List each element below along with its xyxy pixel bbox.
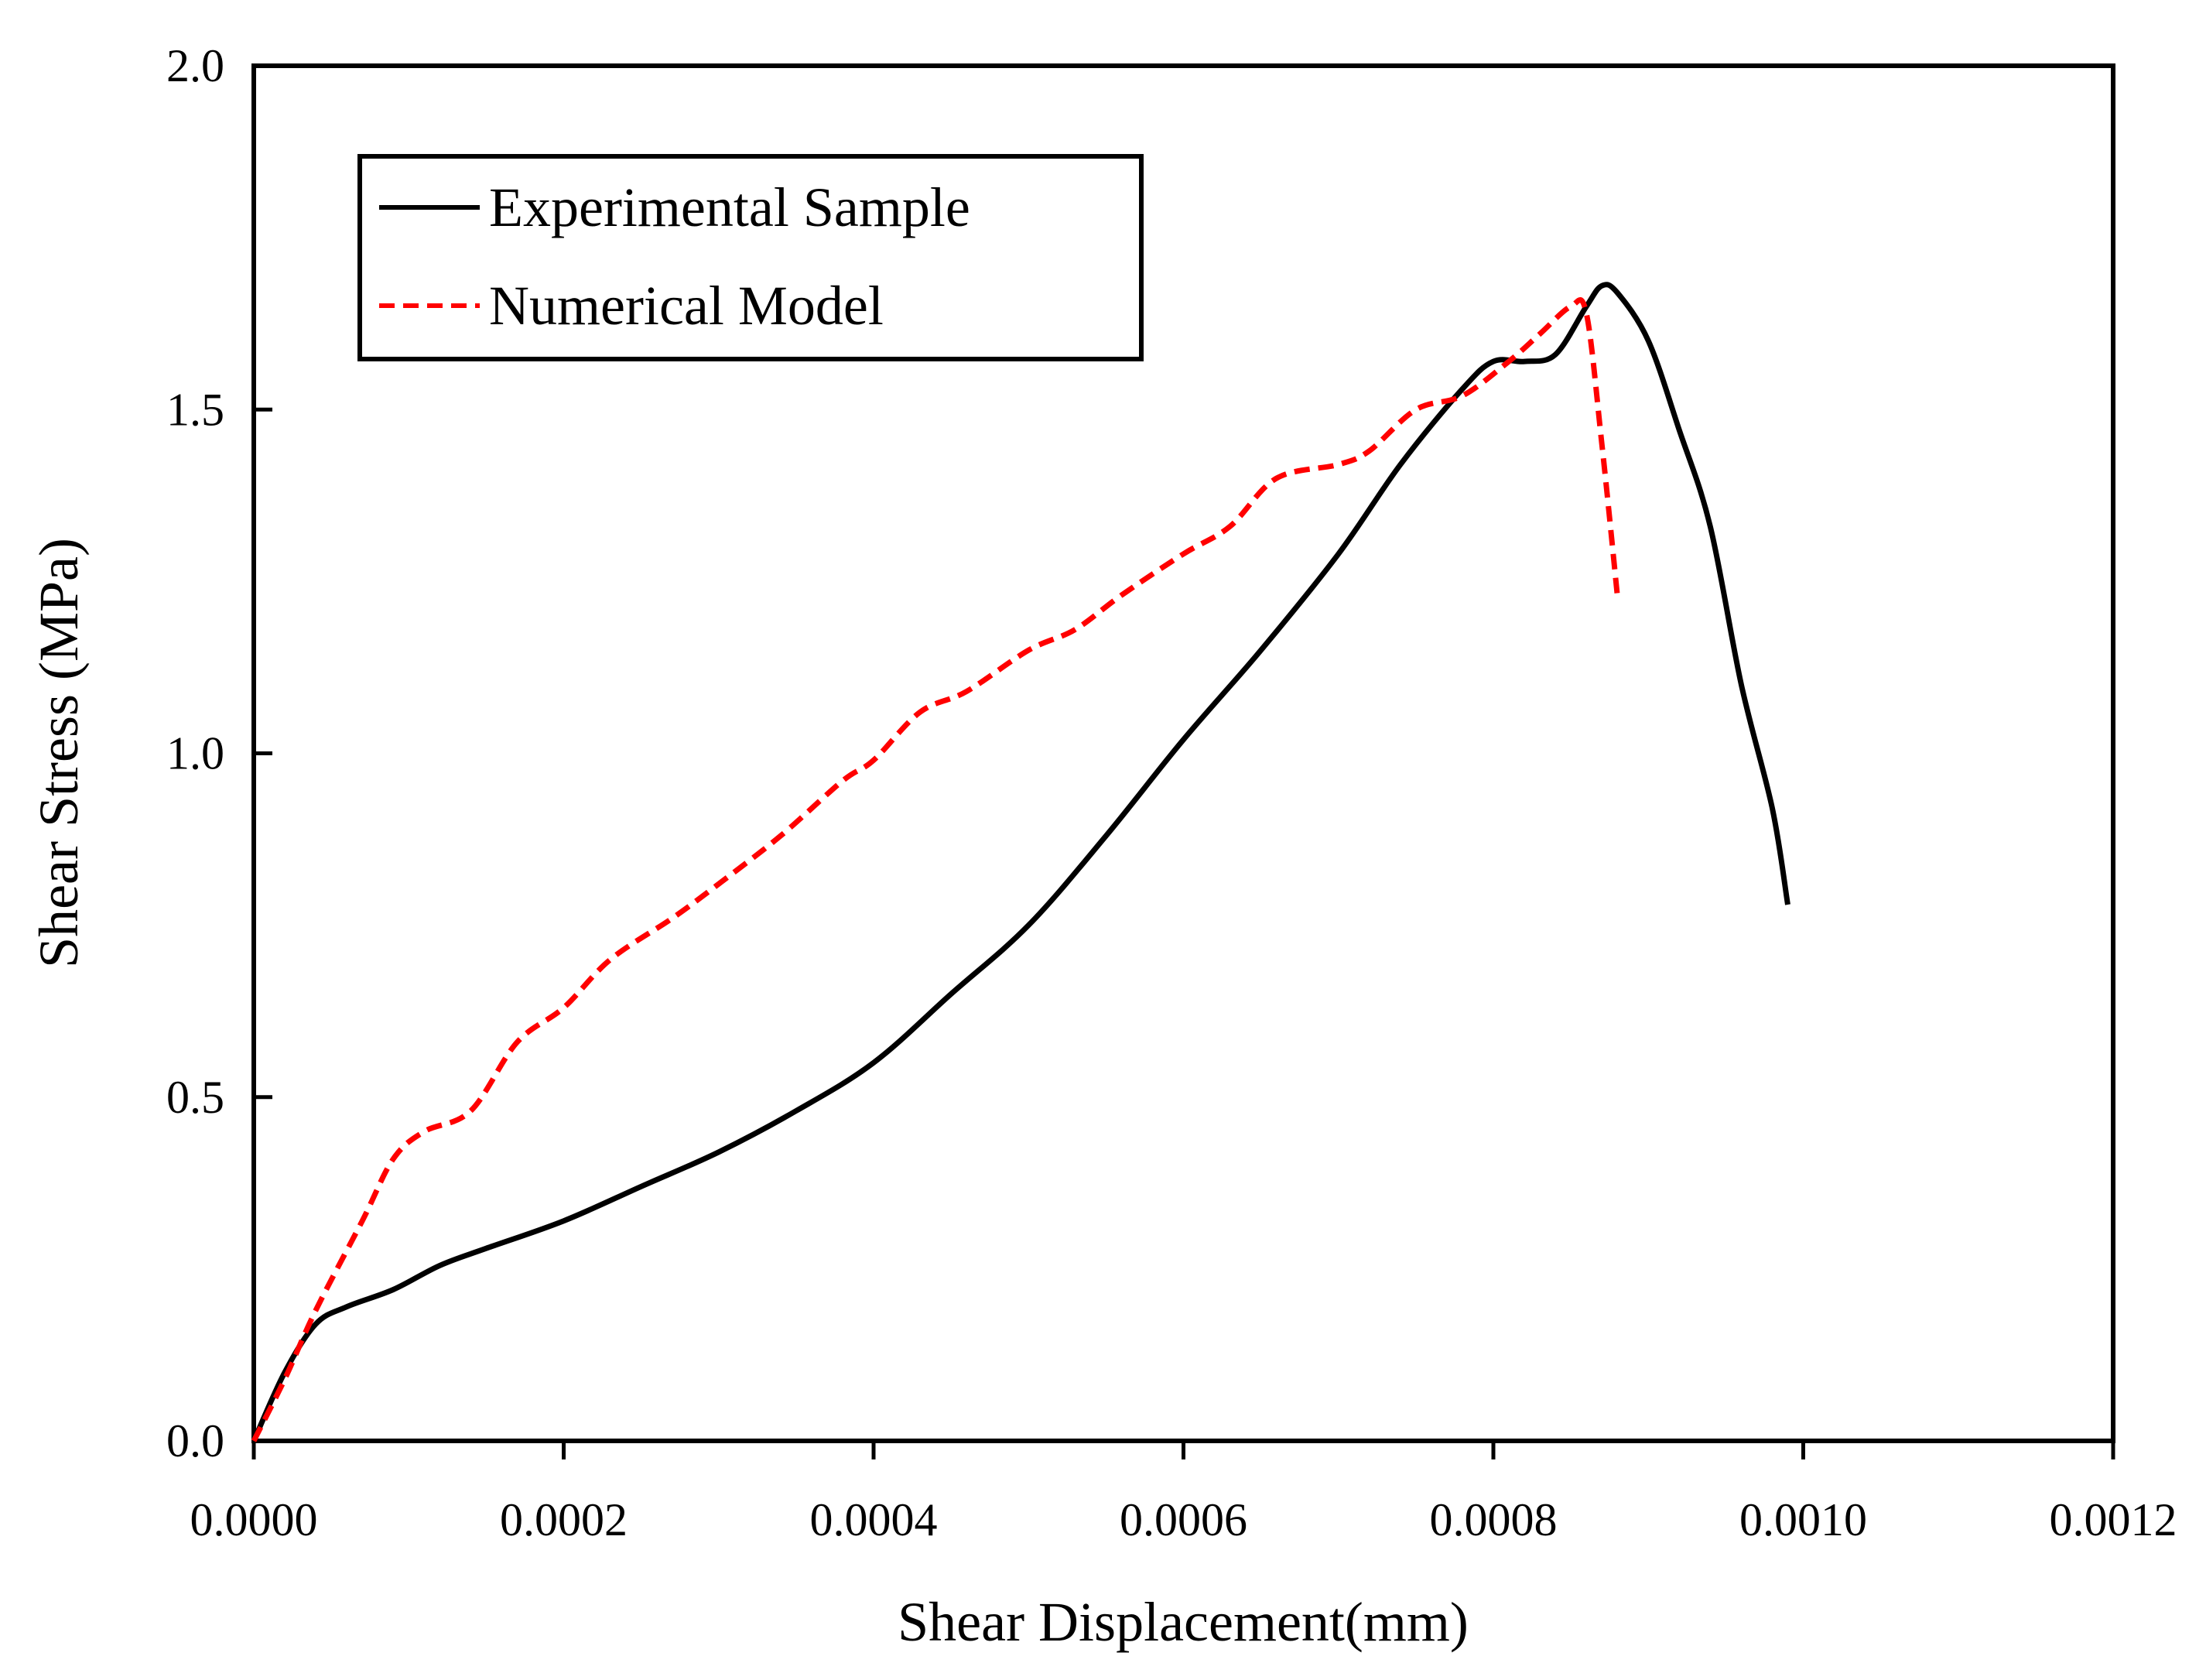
y-tick-label: 1.5 bbox=[166, 384, 224, 435]
x-axis-ticks: 0.0000 0.0002 0.0004 0.0006 0.0008 0.0010 0.00… bbox=[190, 1441, 2177, 1545]
y-tick-label: 1.0 bbox=[166, 728, 224, 779]
x-tick-label: 0.0006 bbox=[1120, 1494, 1247, 1545]
x-tick-label: 0.0000 bbox=[190, 1494, 318, 1545]
y-tick-label: 2.0 bbox=[166, 40, 224, 91]
x-axis-title: Shear Displacement(mm) bbox=[898, 1591, 1469, 1653]
series-line-experimental-sample bbox=[251, 282, 1790, 1442]
legend: Experimental Sample Numerical Model bbox=[357, 154, 1144, 361]
legend-box bbox=[357, 154, 1144, 361]
x-tick-label: 0.0010 bbox=[1739, 1494, 1867, 1545]
x-tick-label: 0.0012 bbox=[2050, 1494, 2177, 1545]
x-tick-label: 0.0008 bbox=[1430, 1494, 1558, 1545]
legend-label-experimental: Experimental Sample bbox=[489, 176, 970, 238]
legend-label-numerical: Numerical Model bbox=[489, 275, 884, 337]
y-tick-label: 0.0 bbox=[166, 1415, 224, 1466]
x-tick-label: 0.0004 bbox=[810, 1494, 938, 1545]
x-tick-label: 0.0002 bbox=[500, 1494, 628, 1545]
y-tick-label: 0.5 bbox=[166, 1072, 224, 1123]
series-line-numerical-model bbox=[251, 297, 1620, 1442]
series-layer bbox=[251, 282, 1790, 1442]
y-axis-title: Shear Stress (MPa) bbox=[28, 538, 90, 968]
y-axis-ticks: 0.0 0.5 1.0 1.5 2.0 bbox=[166, 40, 272, 1466]
